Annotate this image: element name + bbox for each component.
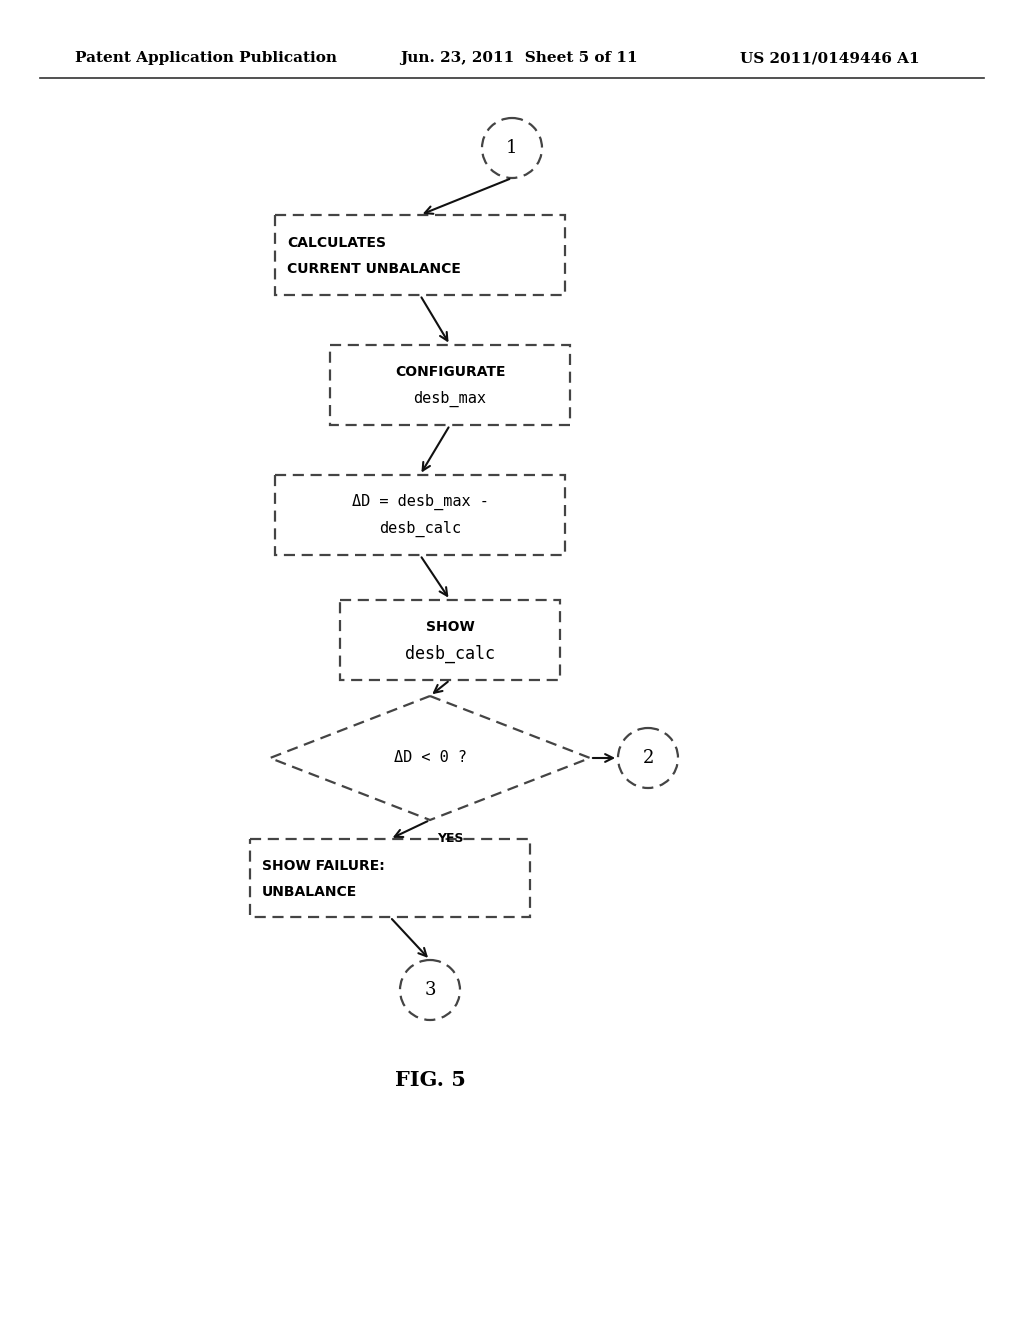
Text: 2: 2 [642,748,653,767]
Bar [275,215,565,294]
Circle shape [400,960,460,1020]
Circle shape [482,117,542,178]
Circle shape [618,729,678,788]
Text: desb_calc: desb_calc [406,645,495,663]
Text: US 2011/0149446 A1: US 2011/0149446 A1 [740,51,920,65]
Text: 1: 1 [506,139,518,157]
Text: SHOW: SHOW [426,620,474,634]
Text: SHOW FAILURE:: SHOW FAILURE: [262,859,385,873]
Bar [275,475,565,554]
Text: YES: YES [437,832,463,845]
Bar [340,601,560,680]
Text: 3: 3 [424,981,436,999]
Text: CALCULATES: CALCULATES [287,236,386,249]
Polygon shape [270,696,590,820]
Text: FIG. 5: FIG. 5 [394,1071,466,1090]
Text: UNBALANCE: UNBALANCE [262,884,357,899]
Text: ΔD < 0 ?: ΔD < 0 ? [393,751,467,766]
Text: desb_calc: desb_calc [379,521,461,537]
Bar [250,840,530,917]
Text: CONFIGURATE: CONFIGURATE [394,366,505,379]
Text: Patent Application Publication: Patent Application Publication [75,51,337,65]
Text: ΔD = desb_max -: ΔD = desb_max - [351,494,488,510]
Text: desb_max: desb_max [414,391,486,407]
Bar [330,345,570,425]
Text: CURRENT UNBALANCE: CURRENT UNBALANCE [287,261,461,276]
Text: Jun. 23, 2011  Sheet 5 of 11: Jun. 23, 2011 Sheet 5 of 11 [400,51,638,65]
